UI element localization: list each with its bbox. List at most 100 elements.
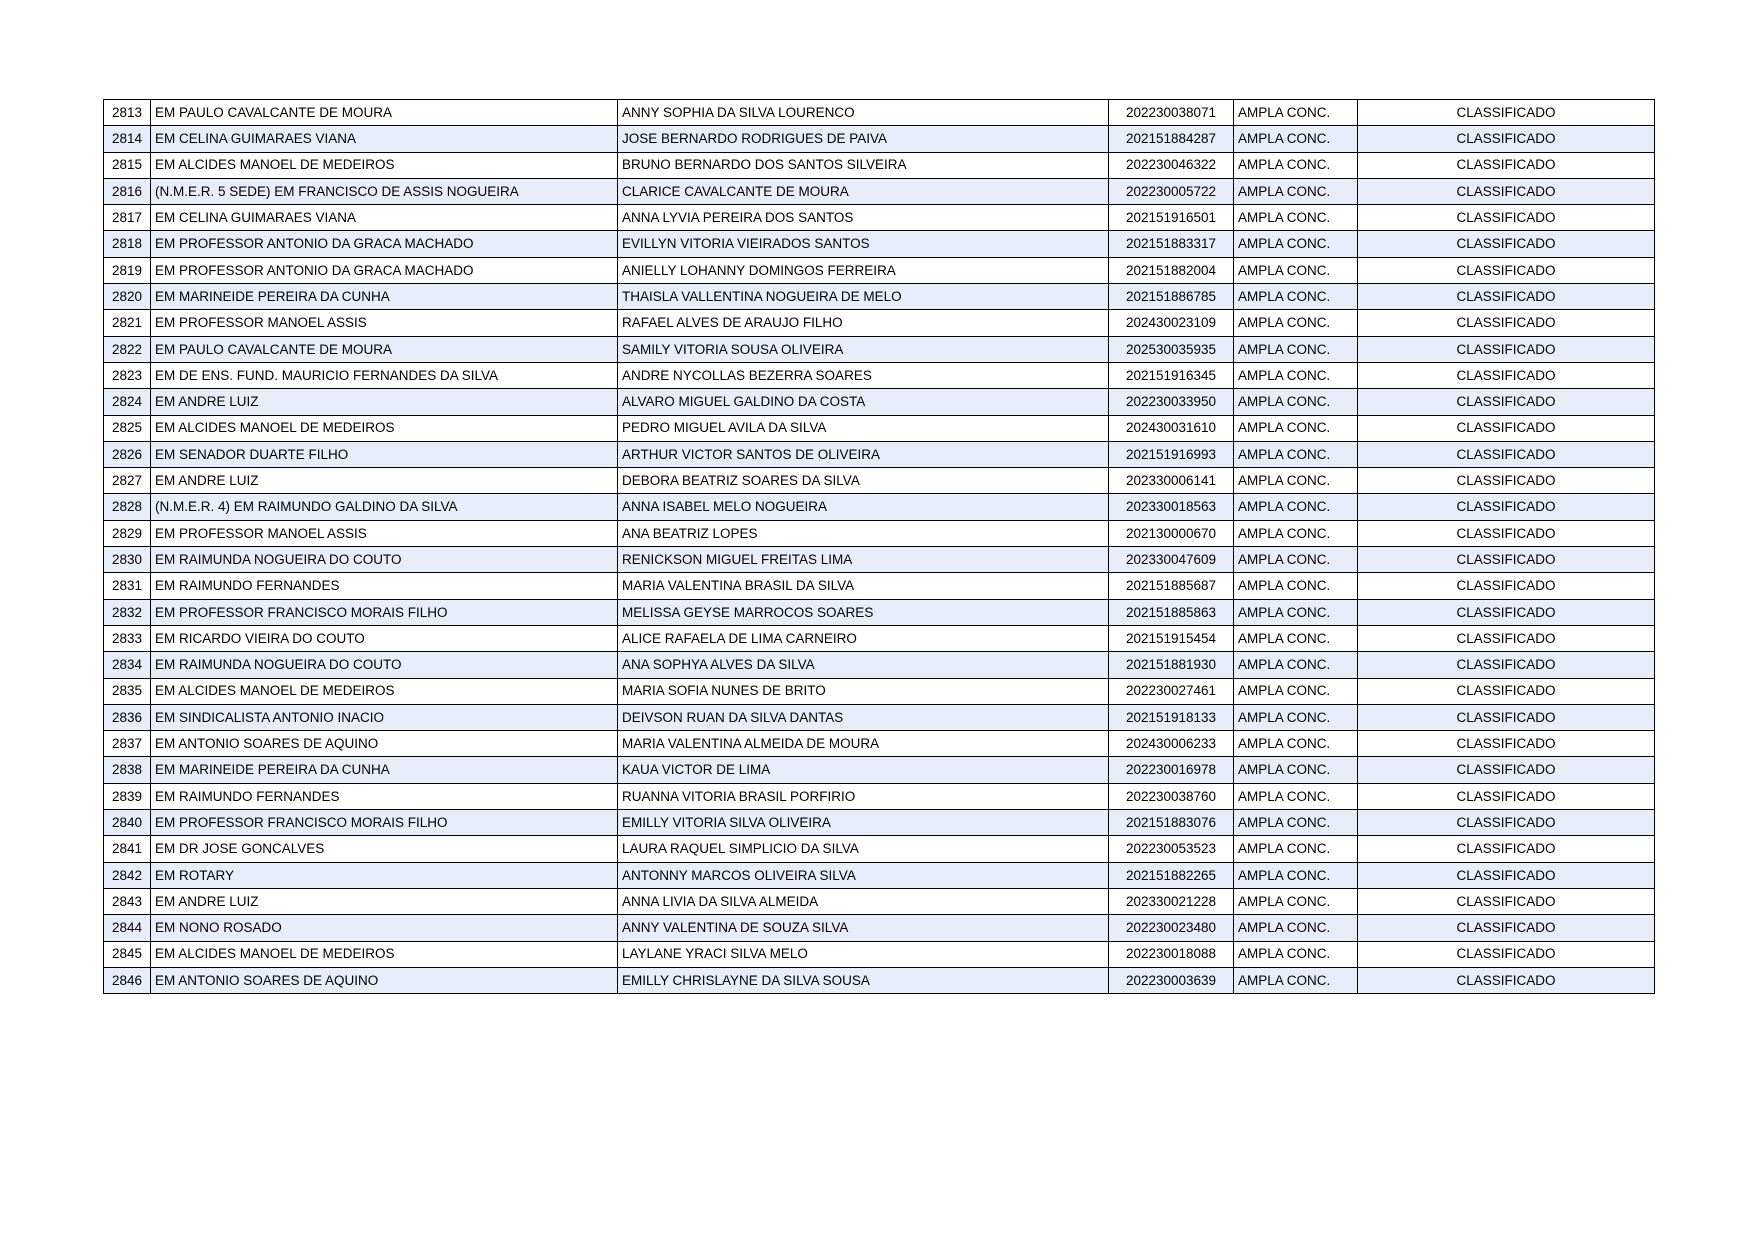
category-cell: AMPLA CONC. bbox=[1233, 730, 1358, 758]
school-cell: EM ALCIDES MANOEL DE MEDEIROS bbox=[150, 151, 618, 179]
school-cell: EM PAULO CAVALCANTE DE MOURA bbox=[150, 335, 618, 363]
candidate-cell: RENICKSON MIGUEL FREITAS LIMA bbox=[617, 546, 1109, 574]
school-cell: EM RAIMUNDA NOGUEIRA DO COUTO bbox=[150, 546, 618, 574]
table-row: 2834 EM RAIMUNDA NOGUEIRA DO COUTO ANA SOP… bbox=[103, 651, 1655, 679]
candidate-cell: ANTONNY MARCOS OLIVEIRA SILVA bbox=[617, 861, 1109, 889]
status-cell: CLASSIFICADO bbox=[1357, 782, 1655, 811]
rank-cell: 2837 bbox=[103, 730, 151, 758]
rank-cell: 2836 bbox=[103, 703, 151, 732]
status-cell: CLASSIFICADO bbox=[1357, 125, 1655, 153]
table-row: 2835 EM ALCIDES MANOEL DE MEDEIROS MARIA S… bbox=[103, 677, 1655, 705]
status-cell: CLASSIFICADO bbox=[1357, 730, 1655, 758]
rank-cell: 2817 bbox=[103, 204, 151, 232]
table-row: 2831 EM RAIMUNDO FERNANDES MARIA VALENTINA… bbox=[103, 572, 1655, 600]
table-row: 2815 EM ALCIDES MANOEL DE MEDEIROS BRUNO B… bbox=[103, 151, 1655, 179]
enrollment-cell: 202230053523 bbox=[1108, 835, 1234, 863]
rank-cell: 2825 bbox=[103, 414, 151, 442]
status-cell: CLASSIFICADO bbox=[1357, 151, 1655, 179]
rank-cell: 2845 bbox=[103, 940, 151, 968]
rank-cell: 2824 bbox=[103, 388, 151, 416]
category-cell: AMPLA CONC. bbox=[1233, 940, 1358, 968]
rank-cell: 2839 bbox=[103, 782, 151, 811]
rank-cell: 2819 bbox=[103, 256, 151, 285]
category-cell: AMPLA CONC. bbox=[1233, 361, 1358, 390]
status-cell: CLASSIFICADO bbox=[1357, 519, 1655, 548]
rank-cell: 2831 bbox=[103, 572, 151, 600]
category-cell: AMPLA CONC. bbox=[1233, 283, 1358, 311]
enrollment-cell: 202151916345 bbox=[1108, 361, 1234, 390]
candidate-cell: ALICE RAFAELA DE LIMA CARNEIRO bbox=[617, 624, 1109, 653]
classification-table: 2813 EM PAULO CAVALCANTE DE MOURA ANNY SOP… bbox=[103, 98, 1655, 995]
status-cell: CLASSIFICADO bbox=[1357, 467, 1655, 495]
rank-cell: 2832 bbox=[103, 598, 151, 626]
category-cell: AMPLA CONC. bbox=[1233, 98, 1358, 127]
category-cell: AMPLA CONC. bbox=[1233, 151, 1358, 179]
category-cell: AMPLA CONC. bbox=[1233, 256, 1358, 285]
school-cell: EM PROFESSOR ANTONIO DA GRACA MACHADO bbox=[150, 256, 618, 285]
enrollment-cell: 202151881930 bbox=[1108, 651, 1234, 679]
table-row: 2838 EM MARINEIDE PEREIRA DA CUNHA KAUA VI… bbox=[103, 756, 1655, 784]
status-cell: CLASSIFICADO bbox=[1357, 598, 1655, 626]
enrollment-cell: 202230038071 bbox=[1108, 98, 1234, 127]
school-cell: EM PROFESSOR FRANCISCO MORAIS FILHO bbox=[150, 809, 618, 837]
candidate-cell: ANNY SOPHIA DA SILVA LOURENCO bbox=[617, 98, 1109, 127]
status-cell: CLASSIFICADO bbox=[1357, 651, 1655, 679]
status-cell: CLASSIFICADO bbox=[1357, 624, 1655, 653]
enrollment-cell: 202151918133 bbox=[1108, 703, 1234, 732]
category-cell: AMPLA CONC. bbox=[1233, 598, 1358, 626]
category-cell: AMPLA CONC. bbox=[1233, 624, 1358, 653]
rank-cell: 2826 bbox=[103, 440, 151, 469]
table-row: 2824 EM ANDRE LUIZ ALVARO MIGUEL GALDINO D… bbox=[103, 388, 1655, 416]
candidate-cell: ARTHUR VICTOR SANTOS DE OLIVEIRA bbox=[617, 440, 1109, 469]
candidate-cell: RUANNA VITORIA BRASIL PORFIRIO bbox=[617, 782, 1109, 811]
enrollment-cell: 202330006141 bbox=[1108, 467, 1234, 495]
status-cell: CLASSIFICADO bbox=[1357, 966, 1655, 995]
category-cell: AMPLA CONC. bbox=[1233, 309, 1358, 337]
school-cell: EM PROFESSOR ANTONIO DA GRACA MACHADO bbox=[150, 230, 618, 258]
school-cell: EM DR JOSE GONCALVES bbox=[150, 835, 618, 863]
enrollment-cell: 202230023480 bbox=[1108, 914, 1234, 942]
category-cell: AMPLA CONC. bbox=[1233, 914, 1358, 942]
candidate-cell: ANNA LIVIA DA SILVA ALMEIDA bbox=[617, 887, 1109, 916]
status-cell: CLASSIFICADO bbox=[1357, 388, 1655, 416]
enrollment-cell: 202230003639 bbox=[1108, 966, 1234, 995]
candidate-cell: CLARICE CAVALCANTE DE MOURA bbox=[617, 177, 1109, 206]
table-row: 2823 EM DE ENS. FUND. MAURICIO FERNANDES … bbox=[103, 361, 1655, 390]
enrollment-cell: 202430023109 bbox=[1108, 309, 1234, 337]
category-cell: AMPLA CONC. bbox=[1233, 651, 1358, 679]
category-cell: AMPLA CONC. bbox=[1233, 809, 1358, 837]
candidate-cell: EMILLY CHRISLAYNE DA SILVA SOUSA bbox=[617, 966, 1109, 995]
school-cell: EM RAIMUNDO FERNANDES bbox=[150, 782, 618, 811]
candidate-cell: EVILLYN VITORIA VIEIRADOS SANTOS bbox=[617, 230, 1109, 258]
table-row: 2842 EM ROTARY ANTONNY MARCOS OLIVEIRA SIL… bbox=[103, 861, 1655, 889]
status-cell: CLASSIFICADO bbox=[1357, 283, 1655, 311]
table-row: 2830 EM RAIMUNDA NOGUEIRA DO COUTO RENICKS… bbox=[103, 546, 1655, 574]
status-cell: CLASSIFICADO bbox=[1357, 756, 1655, 784]
candidate-cell: DEBORA BEATRIZ SOARES DA SILVA bbox=[617, 467, 1109, 495]
candidate-cell: SAMILY VITORIA SOUSA OLIVEIRA bbox=[617, 335, 1109, 363]
status-cell: CLASSIFICADO bbox=[1357, 309, 1655, 337]
enrollment-cell: 202151883076 bbox=[1108, 809, 1234, 837]
school-cell: EM PROFESSOR MANOEL ASSIS bbox=[150, 309, 618, 337]
enrollment-cell: 202230046322 bbox=[1108, 151, 1234, 179]
rank-cell: 2833 bbox=[103, 624, 151, 653]
candidate-cell: BRUNO BERNARDO DOS SANTOS SILVEIRA bbox=[617, 151, 1109, 179]
status-cell: CLASSIFICADO bbox=[1357, 440, 1655, 469]
table-row: 2843 EM ANDRE LUIZ ANNA LIVIA DA SILVA ALM… bbox=[103, 887, 1655, 916]
category-cell: AMPLA CONC. bbox=[1233, 177, 1358, 206]
enrollment-cell: 202151885687 bbox=[1108, 572, 1234, 600]
table-row: 2814 EM CELINA GUIMARAES VIANA JOSE BERNAR… bbox=[103, 125, 1655, 153]
status-cell: CLASSIFICADO bbox=[1357, 256, 1655, 285]
status-cell: CLASSIFICADO bbox=[1357, 361, 1655, 390]
enrollment-cell: 202530035935 bbox=[1108, 335, 1234, 363]
status-cell: CLASSIFICADO bbox=[1357, 914, 1655, 942]
table-row: 2818 EM PROFESSOR ANTONIO DA GRACA MACHAD… bbox=[103, 230, 1655, 258]
enrollment-cell: 202230018088 bbox=[1108, 940, 1234, 968]
rank-cell: 2830 bbox=[103, 546, 151, 574]
enrollment-cell: 202151916993 bbox=[1108, 440, 1234, 469]
table-row: 2829 EM PROFESSOR MANOEL ASSIS ANA BEATRIZ… bbox=[103, 519, 1655, 548]
rank-cell: 2823 bbox=[103, 361, 151, 390]
school-cell: EM ALCIDES MANOEL DE MEDEIROS bbox=[150, 940, 618, 968]
school-cell: EM MARINEIDE PEREIRA DA CUNHA bbox=[150, 756, 618, 784]
